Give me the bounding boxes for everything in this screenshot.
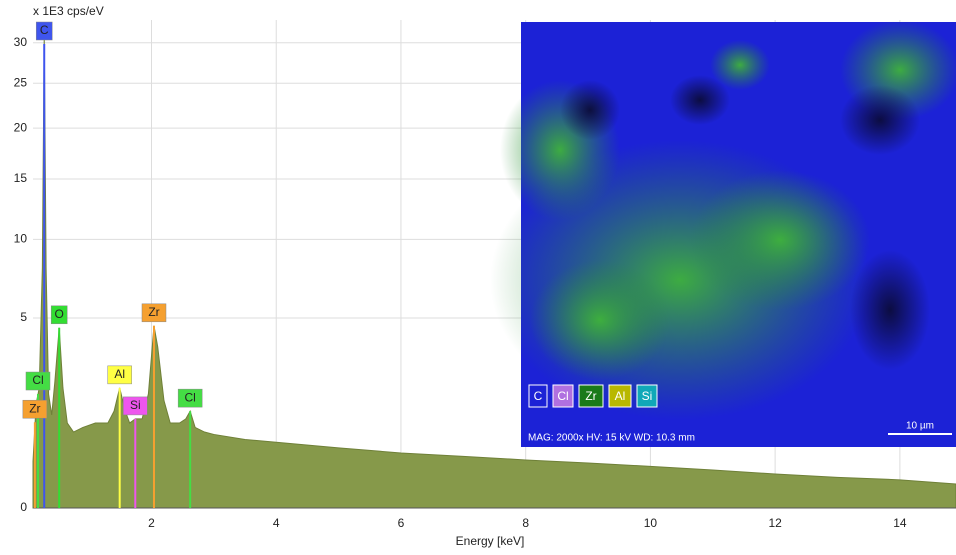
spectrum-area: [32, 35, 956, 509]
map-legend: Al: [615, 389, 626, 403]
x-axis-label: Energy [keV]: [456, 534, 525, 548]
element-label: Zr: [148, 305, 159, 319]
x-tick-label: 8: [522, 516, 529, 530]
element-label-box: [22, 399, 48, 419]
x-tick-label: 6: [398, 516, 405, 530]
y-tick-label: 0: [20, 500, 27, 514]
y-tick-label: 25: [14, 75, 28, 89]
map-legend: Cl: [557, 389, 568, 403]
element-label-box: [50, 305, 68, 325]
element-label-box: [107, 365, 132, 385]
x-tick-label: 4: [273, 516, 280, 530]
y-tick-label: 10: [14, 232, 28, 246]
element-label: Zr: [29, 401, 40, 415]
y-axis-label: x 1E3 cps/eV: [33, 4, 104, 18]
element-label-box: [141, 303, 167, 323]
map-legend: Si: [642, 389, 653, 403]
y-tick-label: 15: [14, 171, 28, 185]
element-map: C Cl Zr Al Si MAG: 2000x HV: 15 kV WD: 1…: [490, 20, 956, 447]
y-tick-label: 30: [14, 35, 28, 49]
element-label-box: [177, 388, 203, 408]
y-tick-label: 20: [14, 120, 28, 134]
x-tick-label: 2: [148, 516, 155, 530]
element-label: C: [40, 23, 49, 37]
element-label: O: [55, 307, 64, 321]
x-tick-label: 10: [644, 516, 658, 530]
map-legend: Zr: [585, 389, 596, 403]
element-label: Cl: [32, 373, 43, 387]
scale-bar-label: 10 µm: [906, 421, 934, 432]
y-tick-label: 5: [20, 310, 27, 324]
element-label: Si: [130, 398, 141, 412]
element-label: Cl: [184, 390, 195, 404]
map-legend: C: [534, 389, 543, 403]
x-tick-label: 14: [893, 516, 907, 530]
element-label: Al: [114, 367, 125, 381]
element-label-box: [123, 396, 148, 416]
element-label-box: [35, 21, 53, 41]
element-label-box: [25, 371, 51, 391]
map-info: MAG: 2000x HV: 15 kV WD: 10.3 mm: [528, 433, 695, 444]
x-tick-label: 12: [768, 516, 782, 530]
